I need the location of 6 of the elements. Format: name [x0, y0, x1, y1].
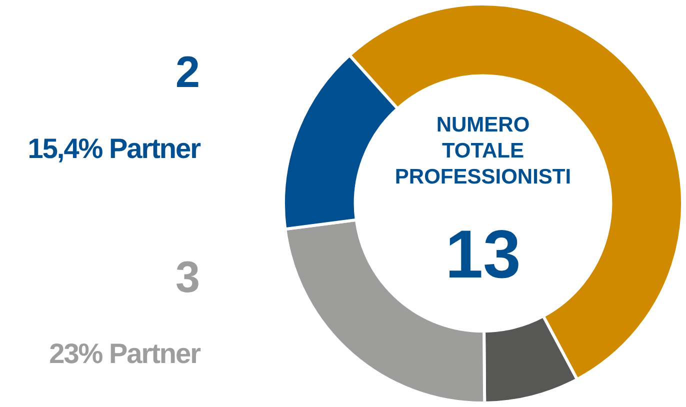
data-label: 2 — [176, 48, 200, 98]
slice-label: 23% Partner — [49, 338, 200, 370]
text: 13 — [445, 216, 521, 292]
data-label: 3 — [176, 253, 200, 303]
slice-label: 15,4% Partner — [28, 133, 200, 165]
text: NUMERO TOTALE PROFESSIONISTI — [394, 113, 572, 188]
